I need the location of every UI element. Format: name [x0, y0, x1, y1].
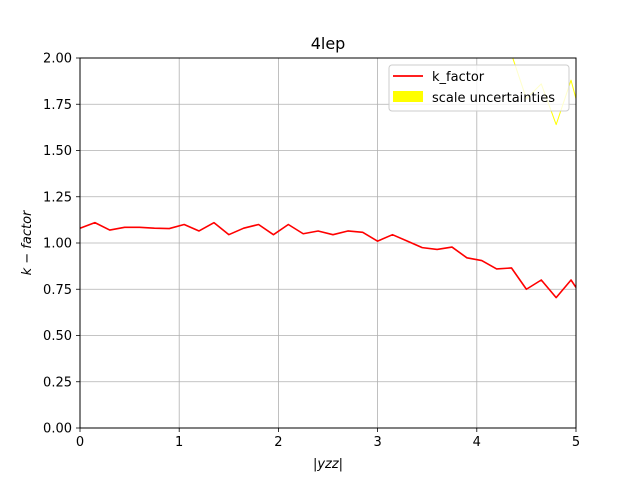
- x-tick-label: 0: [76, 435, 84, 450]
- x-tick-label: 2: [274, 435, 282, 450]
- y-tick-label: 1.00: [43, 237, 72, 252]
- legend-label-k-factor: k_factor: [432, 70, 485, 85]
- y-tick-label: 0.75: [43, 283, 72, 298]
- y-axis-label: k − factor: [20, 209, 35, 275]
- x-tick-label: 5: [572, 435, 580, 450]
- legend-swatch-scale-uncertainties: [393, 91, 423, 102]
- y-tick-label: 1.75: [43, 98, 72, 113]
- x-tick-label: 3: [373, 435, 381, 450]
- legend-frame: [388, 64, 570, 112]
- y-tick-label: 0.00: [43, 422, 72, 437]
- y-tick-label: 0.25: [43, 375, 72, 390]
- x-tick-label: 4: [473, 435, 481, 450]
- legend-label-scale-uncertainties: scale uncertainties: [432, 91, 555, 106]
- legend: k_factor scale uncertainties: [388, 64, 570, 112]
- y-tick-label: 2.00: [43, 52, 72, 67]
- x-tick-label: 1: [175, 435, 183, 450]
- x-axis-ticks: 0 1 2 3 4 5: [76, 428, 580, 450]
- y-axis-ticks: 0.00 0.25 0.50 0.75 1.00 1.25 1.50 1.75 2.00: [43, 52, 80, 437]
- y-tick-label: 1.50: [43, 144, 72, 159]
- series-k-factor-line: [80, 221, 576, 299]
- y-tick-label: 1.25: [43, 190, 72, 205]
- y-tick-label: 0.50: [43, 329, 72, 344]
- x-axis-label: |yzz|: [313, 457, 343, 472]
- chart-title: 4lep: [311, 34, 346, 53]
